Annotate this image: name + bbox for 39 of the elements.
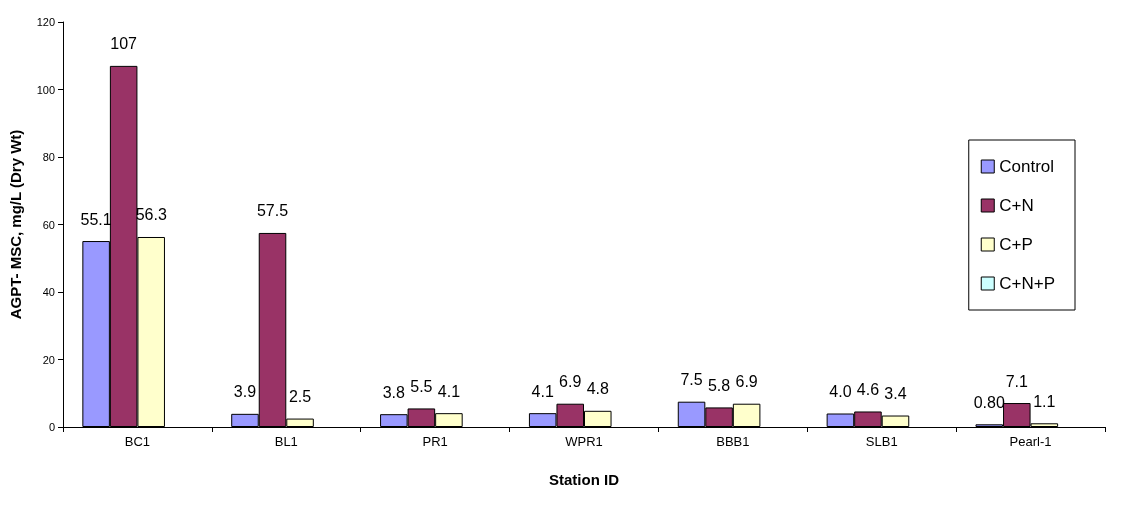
x-tick-label: SLB1 — [865, 434, 898, 449]
data-label: 7.5 — [680, 371, 703, 389]
data-label: 1.1 — [1033, 392, 1056, 410]
y-tick-label: 80 — [42, 151, 55, 163]
y-tick-label: 120 — [36, 16, 55, 28]
legend-label: C+P — [999, 235, 1033, 254]
y-tick-label: 100 — [36, 83, 55, 96]
data-label: 2.5 — [288, 388, 312, 406]
data-label: 4.1 — [437, 382, 461, 400]
y-tick-label: 60 — [42, 218, 55, 231]
data-label: 6.9 — [735, 373, 758, 391]
legend-label: C+N — [999, 196, 1034, 215]
legend-label: Control — [999, 157, 1055, 176]
data-label: 107 — [110, 35, 138, 53]
data-label: 4.0 — [829, 383, 852, 400]
data-label: 0.80 — [973, 393, 1005, 411]
x-tick-label: BC1 — [124, 434, 151, 449]
data-label: 4.1 — [531, 382, 554, 400]
x-tick-label: BL1 — [274, 434, 298, 449]
data-label: 4.6 — [856, 380, 880, 398]
x-tick-label: WPR1 — [565, 434, 603, 449]
y-tick-label: 20 — [42, 353, 55, 366]
data-label: 3.9 — [233, 383, 257, 401]
data-label: 3.8 — [382, 383, 406, 401]
data-label: 3.4 — [884, 385, 907, 403]
data-label: 6.9 — [559, 373, 582, 391]
x-tick-label: BBB1 — [716, 434, 750, 449]
y-tick-label: 0 — [48, 421, 55, 433]
y-tick-label: 40 — [42, 286, 55, 298]
data-label: 57.5 — [256, 202, 289, 220]
data-label: 4.8 — [586, 380, 609, 398]
y-axis-title: AGPT- MSC, mg/L (Dry Wt) — [7, 129, 24, 320]
data-label: 5.5 — [410, 377, 433, 395]
data-label: 7.1 — [1005, 372, 1029, 390]
legend-label: C+N+P — [999, 274, 1055, 293]
x-tick-label: Pearl-1 — [1009, 434, 1052, 449]
x-axis-title: Station ID — [549, 471, 620, 488]
x-tick-label: PR1 — [422, 434, 448, 449]
data-label: 5.8 — [707, 376, 731, 394]
